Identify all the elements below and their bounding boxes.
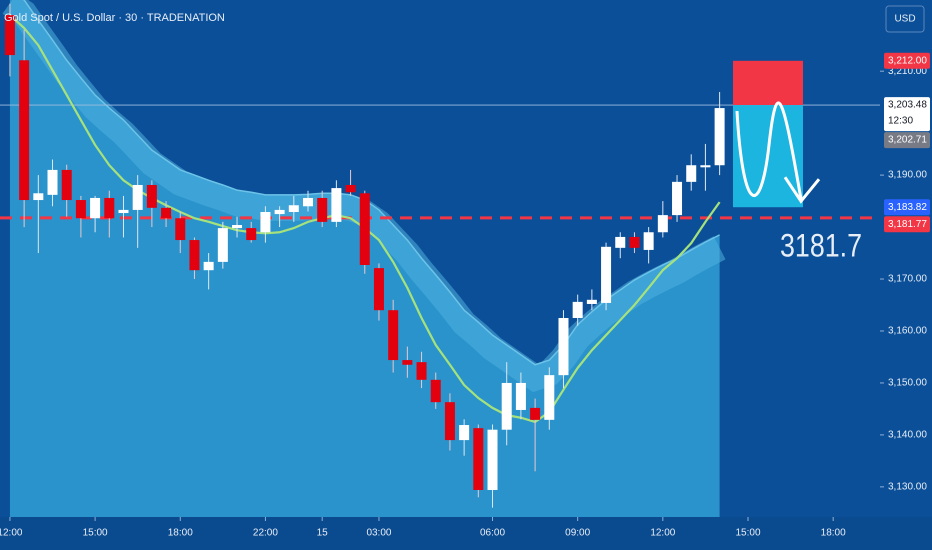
candle-body bbox=[19, 60, 30, 201]
candle-body bbox=[601, 246, 612, 303]
candle-body bbox=[714, 108, 725, 166]
candle-body bbox=[501, 382, 512, 430]
candle-body bbox=[118, 209, 129, 214]
candle-body bbox=[388, 310, 399, 361]
forecast-arrowhead bbox=[783, 176, 821, 204]
price-label: 3,212.00 bbox=[888, 55, 927, 66]
y-tick-label: 3,140.00 bbox=[888, 430, 927, 441]
candle-body bbox=[246, 228, 257, 241]
candle-body bbox=[61, 169, 72, 201]
candle-body bbox=[345, 184, 356, 193]
candle-body bbox=[657, 215, 668, 233]
x-tick-label: 22:00 bbox=[253, 528, 278, 539]
x-tick-label: 09:00 bbox=[565, 528, 590, 539]
currency-label[interactable]: USD bbox=[894, 14, 915, 25]
price-label-box bbox=[884, 199, 930, 216]
candle-body bbox=[586, 299, 597, 304]
candle-body bbox=[90, 197, 101, 219]
x-axis-strip bbox=[0, 517, 932, 550]
candle-body bbox=[416, 362, 427, 380]
y-tick-label: 3,210.00 bbox=[888, 66, 927, 77]
price-label-box bbox=[884, 216, 930, 233]
x-tick-label: 12:00 bbox=[650, 528, 675, 539]
candle-body bbox=[672, 181, 683, 216]
y-tick-label: 3,150.00 bbox=[888, 378, 927, 389]
annotation: 3181.7 bbox=[780, 227, 862, 263]
candle-body bbox=[629, 236, 640, 248]
candle-body bbox=[260, 211, 271, 233]
price-label-box bbox=[884, 52, 930, 69]
candle-body bbox=[33, 193, 44, 201]
candle-body bbox=[331, 188, 342, 222]
price-label-countdown: 12:30 bbox=[888, 116, 913, 127]
stop-zone bbox=[733, 60, 803, 106]
price-label-box bbox=[884, 132, 930, 149]
candle-body bbox=[530, 407, 541, 420]
x-tick-label: 15 bbox=[317, 528, 329, 539]
candle-body bbox=[4, 15, 15, 56]
candle-body bbox=[373, 268, 384, 311]
candle-body bbox=[75, 200, 86, 219]
candle-body bbox=[572, 301, 583, 318]
y-tick-label: 3,190.00 bbox=[888, 170, 927, 181]
candle-body bbox=[558, 317, 569, 376]
candle-body bbox=[402, 360, 413, 365]
candle-body bbox=[686, 165, 697, 182]
x-tick-label: 15:00 bbox=[735, 528, 760, 539]
candle-body bbox=[146, 184, 157, 208]
y-tick-label: 3,160.00 bbox=[888, 326, 927, 337]
currency-button[interactable] bbox=[885, 5, 925, 33]
candle-body bbox=[175, 218, 186, 241]
x-tick-label: 18:00 bbox=[821, 528, 846, 539]
candle-body bbox=[288, 205, 299, 212]
price-label-box bbox=[884, 97, 930, 132]
candle-body bbox=[430, 379, 441, 403]
candle-body bbox=[515, 382, 526, 410]
candle-body bbox=[189, 240, 200, 271]
chart-title: Gold Spot / U.S. Dollar · 30 · TRADENATI… bbox=[4, 12, 225, 24]
x-tick-label: 18:00 bbox=[168, 528, 193, 539]
candle-body bbox=[459, 425, 470, 441]
price-label: 3,183.82 bbox=[888, 202, 927, 213]
candle-body bbox=[132, 184, 143, 210]
candle-body bbox=[700, 165, 711, 168]
candle-body bbox=[232, 224, 243, 229]
x-tick-label: 12:00 bbox=[0, 528, 23, 539]
plot-area bbox=[0, 0, 880, 517]
candle-body bbox=[544, 375, 555, 420]
price-label: 3,181.77 bbox=[888, 219, 927, 230]
y-tick-label: 3,130.00 bbox=[888, 482, 927, 493]
candle-body bbox=[643, 232, 654, 250]
price-label: 3,202.71 bbox=[888, 135, 927, 146]
candle-body bbox=[615, 236, 626, 248]
candle-body bbox=[317, 197, 328, 222]
candle-body bbox=[47, 169, 58, 195]
candle-body bbox=[161, 207, 172, 219]
candle-body bbox=[303, 197, 313, 207]
x-tick-label: 03:00 bbox=[366, 528, 391, 539]
candle-body bbox=[104, 197, 115, 219]
candle-body bbox=[274, 209, 285, 215]
axes: 3,130.00 3,140.00 3,150.00 3,160.00 3,170.00… bbox=[0, 52, 930, 539]
candle-body bbox=[359, 193, 370, 265]
price-label: 3,203.48 bbox=[888, 100, 927, 111]
candle-body bbox=[203, 261, 214, 271]
x-tick-label: 06:00 bbox=[480, 528, 505, 539]
y-tick-label: 3,170.00 bbox=[888, 274, 927, 285]
candle-body bbox=[217, 228, 228, 262]
candle-body bbox=[473, 428, 484, 490]
candle-body bbox=[487, 429, 498, 490]
x-tick-label: 15:00 bbox=[83, 528, 108, 539]
forecast-arrow bbox=[735, 101, 803, 200]
candle-body bbox=[444, 402, 455, 441]
